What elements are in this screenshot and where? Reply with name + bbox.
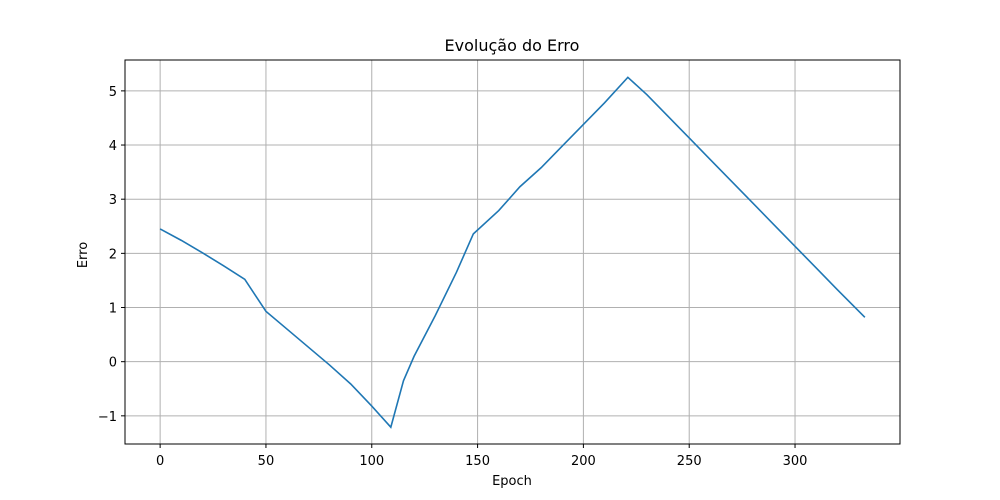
x-axis-ticks: 0 50 100 150 200 250 300 bbox=[156, 444, 807, 469]
x-tick-label: 50 bbox=[258, 454, 275, 469]
y-tick-label: 2 bbox=[109, 247, 117, 262]
y-axis-ticks: −1 0 1 2 3 4 5 bbox=[98, 85, 125, 425]
x-axis-label: Epoch bbox=[492, 474, 532, 489]
y-tick-label: 1 bbox=[109, 302, 117, 317]
x-tick-label: 0 bbox=[156, 454, 164, 469]
series-line bbox=[159, 76, 866, 429]
x-tick-label: 300 bbox=[783, 454, 808, 469]
x-tick-label: 100 bbox=[359, 454, 384, 469]
y-tick-label: 4 bbox=[109, 139, 117, 154]
x-tick-label: 200 bbox=[571, 454, 596, 469]
plot-frame bbox=[124, 59, 901, 445]
grid bbox=[125, 60, 900, 444]
x-tick-label: 150 bbox=[465, 454, 490, 469]
y-tick-label: −1 bbox=[98, 410, 117, 425]
chart-title: Evolução do Erro bbox=[445, 36, 580, 55]
y-tick-label: 0 bbox=[109, 356, 117, 371]
y-tick-label: 3 bbox=[109, 193, 117, 208]
y-axis-label: Erro bbox=[76, 242, 91, 268]
y-tick-label: 5 bbox=[109, 85, 117, 100]
x-tick-label: 250 bbox=[677, 454, 702, 469]
